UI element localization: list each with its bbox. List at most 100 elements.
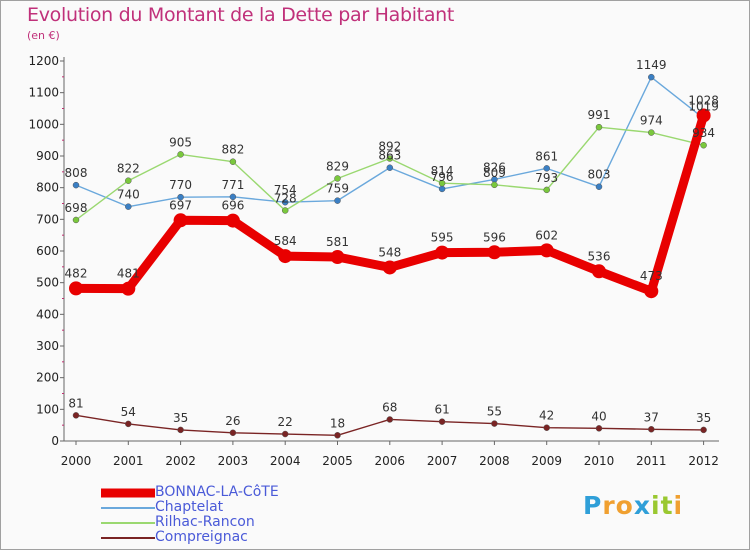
data-label: 974 <box>640 114 663 128</box>
y-tick-label: 700 <box>36 212 59 226</box>
data-point <box>177 151 184 158</box>
data-label: 536 <box>588 249 611 263</box>
data-label: 482 <box>65 266 88 280</box>
data-label: 991 <box>588 108 611 122</box>
proxiti-logo: Proxiti <box>583 491 683 520</box>
logo-letter: t <box>660 491 674 520</box>
legend-swatch-chaptelat <box>101 506 155 509</box>
data-point <box>229 158 237 165</box>
data-label: 861 <box>535 149 558 163</box>
data-label: 905 <box>169 135 192 149</box>
x-tick-label: 2007 <box>427 454 458 468</box>
data-point <box>435 245 450 260</box>
y-tick-label: 100 <box>36 402 59 416</box>
data-point <box>592 264 606 279</box>
x-tick-label: 2000 <box>61 454 92 468</box>
x-tick-label: 2009 <box>531 454 562 468</box>
data-label: 37 <box>644 410 659 424</box>
data-label: 596 <box>483 230 506 244</box>
data-label: 481 <box>117 267 140 281</box>
data-point <box>334 432 341 439</box>
data-point <box>438 179 446 187</box>
legend-swatch-compreignac <box>101 536 155 539</box>
x-tick-label: 2012 <box>688 454 719 468</box>
data-point <box>700 141 707 149</box>
y-tick-label: 800 <box>36 181 59 195</box>
logo-letter: i <box>673 491 684 520</box>
data-point <box>173 213 188 228</box>
data-point <box>125 420 132 428</box>
data-point <box>177 426 184 434</box>
data-label: 61 <box>434 403 449 417</box>
data-point <box>69 281 83 296</box>
y-tick-label: 900 <box>36 149 59 163</box>
y-tick-label: 300 <box>36 339 59 353</box>
data-point <box>229 193 237 201</box>
data-label: 814 <box>431 164 454 178</box>
data-point <box>539 243 554 258</box>
data-label: 1019 <box>688 99 719 113</box>
logo-letter: x <box>633 491 651 520</box>
data-label: 473 <box>640 269 663 283</box>
data-label: 42 <box>539 409 554 423</box>
data-label: 863 <box>378 149 401 163</box>
data-label: 754 <box>274 183 297 197</box>
data-label: 803 <box>588 168 611 182</box>
data-point <box>121 281 136 296</box>
data-label: 1028 <box>688 93 719 107</box>
data-label: 548 <box>378 245 401 259</box>
data-label: 40 <box>591 409 606 423</box>
data-point <box>125 203 132 210</box>
data-point <box>595 123 603 131</box>
data-label: 770 <box>169 178 192 192</box>
data-point <box>330 250 345 265</box>
data-point <box>125 177 132 184</box>
data-label: 26 <box>225 414 240 428</box>
y-tick-label: 200 <box>36 371 59 385</box>
data-label: 55 <box>487 405 502 419</box>
data-point <box>438 185 446 193</box>
x-tick-label: 2001 <box>113 454 144 468</box>
x-tick-label: 2005 <box>322 454 353 468</box>
data-point <box>177 193 184 201</box>
data-label: 892 <box>378 140 401 154</box>
data-label: 728 <box>274 191 297 205</box>
data-label: 54 <box>121 405 136 419</box>
data-label: 698 <box>65 201 88 215</box>
data-point <box>543 165 550 172</box>
data-point <box>543 186 550 194</box>
legend-swatch-bonnac <box>101 488 155 497</box>
legend-label-chaptelat: Chaptelat <box>155 499 224 515</box>
data-point <box>281 207 289 214</box>
data-point <box>334 175 341 182</box>
y-tick-label: 600 <box>36 244 59 258</box>
legend-swatch-rilhac <box>101 521 155 524</box>
logo-letter: r <box>602 491 616 520</box>
data-label: 1149 <box>636 58 667 72</box>
data-point <box>491 420 498 427</box>
data-point <box>229 429 237 437</box>
y-tick-label: 1000 <box>28 117 59 131</box>
data-label: 934 <box>692 126 715 140</box>
data-label: 740 <box>117 188 140 202</box>
legend-label-rilhac: Rilhac-Rancon <box>155 514 255 530</box>
data-point <box>281 430 289 438</box>
y-tick-label: 1200 <box>28 54 59 68</box>
data-point <box>543 424 550 431</box>
data-point <box>72 412 80 419</box>
data-label: 581 <box>326 235 349 249</box>
data-point <box>696 108 711 123</box>
x-tick-label: 2011 <box>636 454 667 468</box>
y-tick-label: 0 <box>51 434 59 448</box>
x-tick-label: 2010 <box>584 454 615 468</box>
data-label: 829 <box>326 159 349 173</box>
logo-letter: P <box>583 491 603 520</box>
data-point <box>644 284 659 299</box>
data-label: 81 <box>68 396 83 410</box>
y-tick-label: 400 <box>36 307 59 321</box>
data-point <box>487 245 502 260</box>
data-point <box>595 425 603 432</box>
data-point <box>334 197 341 204</box>
data-point <box>648 129 655 136</box>
